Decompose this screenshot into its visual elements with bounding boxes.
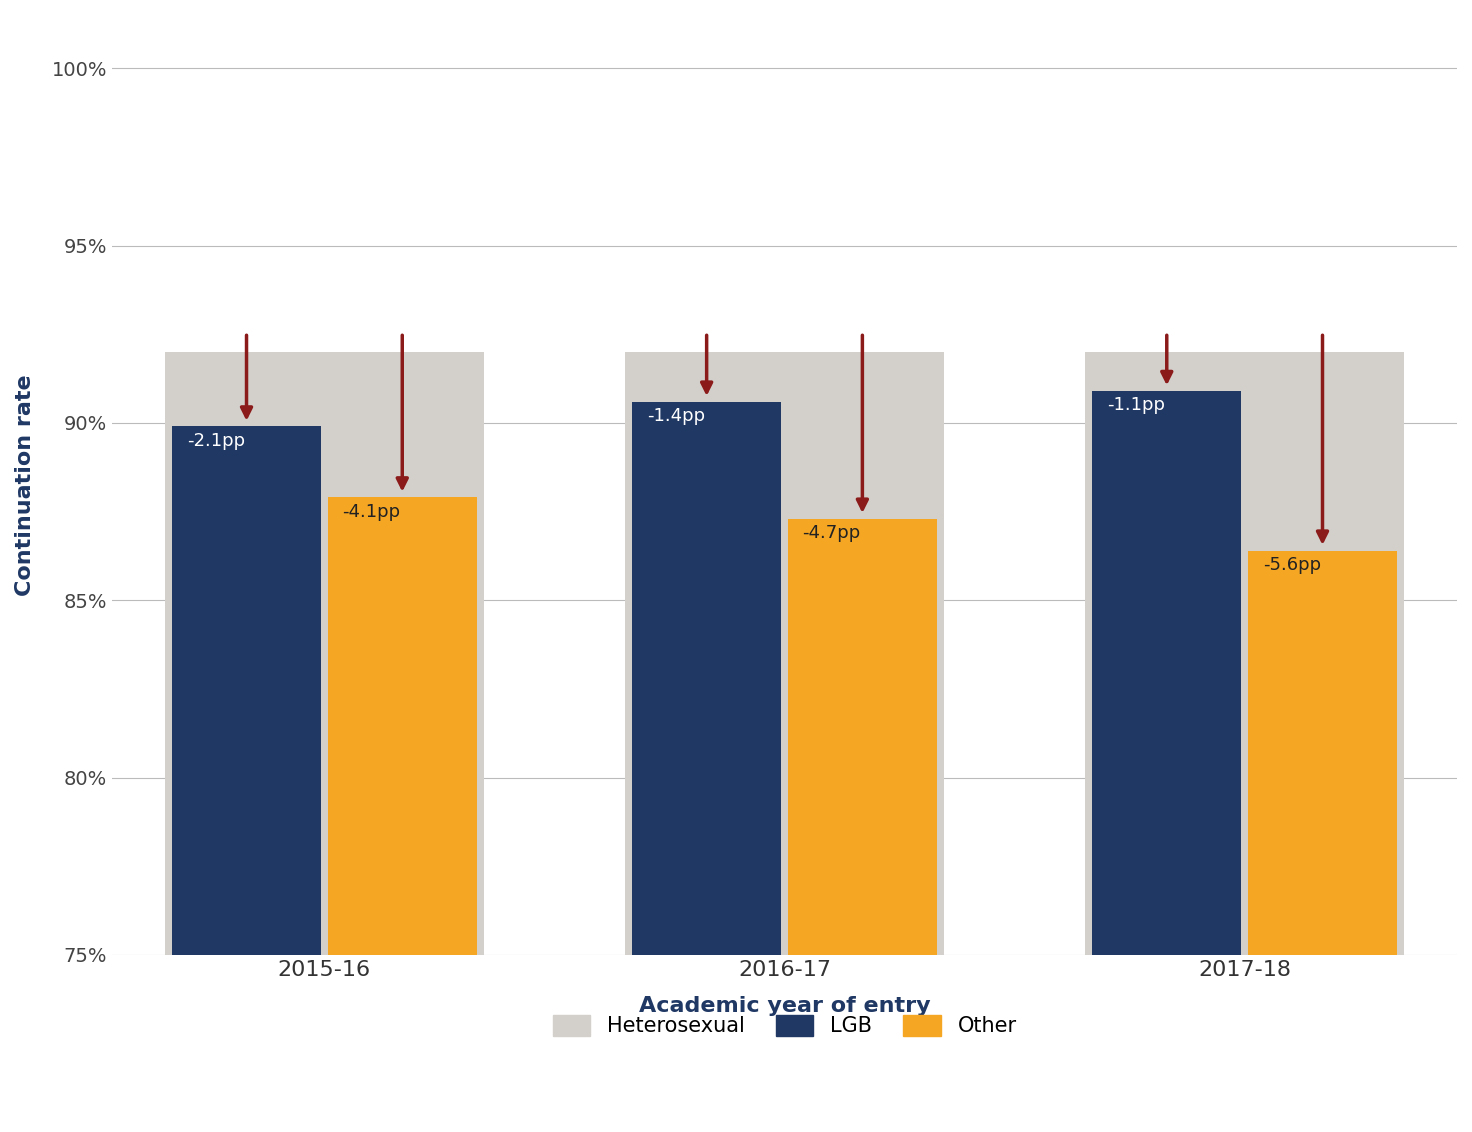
Bar [788,518,936,955]
Bar [172,427,321,955]
Text: -4.1pp: -4.1pp [343,503,400,521]
X-axis label: Academic year of entry: Academic year of entry [639,996,930,1017]
Text: -1.4pp: -1.4pp [646,406,705,424]
Bar [633,402,782,955]
Bar [165,352,484,955]
Bar [1248,550,1397,955]
Text: -5.6pp: -5.6pp [1263,556,1320,574]
Legend: Heterosexual, LGB, Other: Heterosexual, LGB, Other [531,994,1038,1057]
Bar [328,497,477,955]
Text: -2.1pp: -2.1pp [187,431,244,449]
Y-axis label: Continuation rate: Continuation rate [15,375,35,595]
Bar [626,352,944,955]
Bar [1092,391,1241,955]
Text: -1.1pp: -1.1pp [1107,396,1164,414]
Text: -4.7pp: -4.7pp [802,524,861,542]
Bar [1085,352,1404,955]
